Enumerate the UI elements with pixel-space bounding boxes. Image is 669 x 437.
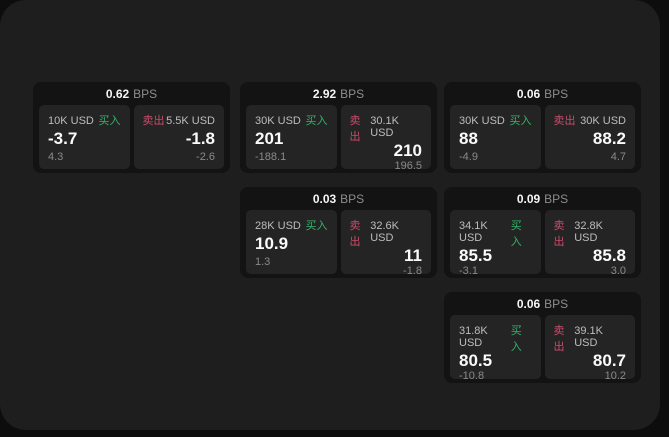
bps-value: 0.03 (312, 191, 337, 206)
quote-card: 0.62 BPS 10K USD 买入 -3.7 4.3 卖出 5.5K USD… (33, 82, 230, 173)
sell-amount: 30K USD (580, 115, 626, 127)
buy-delta: -3.1 (459, 265, 478, 277)
buy-price: -3.7 (48, 128, 78, 148)
card-header: 0.06 BPS (450, 292, 635, 315)
card-header: 0.06 BPS (450, 82, 635, 105)
buy-quote-button[interactable]: 34.1K USD 买入 85.5 -3.1 (450, 210, 541, 277)
sell-side-label: 卖出 (553, 325, 565, 353)
buy-quote-button[interactable]: 30K USD 买入 201 -188.1 (246, 105, 337, 169)
buy-delta: 4.3 (48, 151, 64, 163)
buy-quote-button[interactable]: 30K USD 买入 88 -4.9 (450, 105, 541, 169)
sell-side-label: 卖出 (349, 220, 361, 248)
buy-price: 201 (255, 128, 284, 148)
quote-card: 0.09 BPS 34.1K USD 买入 85.5 -3.1 卖出 32.8K… (444, 187, 641, 278)
bps-value: 0.62 (105, 86, 130, 101)
buy-side-label: 买入 (98, 115, 121, 127)
buy-price: 80.5 (459, 351, 493, 370)
bps-unit-label: BPS (544, 296, 569, 311)
buy-quote-button[interactable]: 28K USD 买入 10.9 1.3 (246, 210, 337, 274)
sell-delta: 10.2 (604, 370, 626, 382)
buy-delta: -188.1 (255, 151, 287, 163)
buy-side-label: 买入 (305, 115, 328, 127)
buy-quote-button[interactable]: 10K USD 买入 -3.7 4.3 (39, 105, 130, 169)
quote-card: 0.06 BPS 30K USD 买入 88 -4.9 卖出 30K USD 8… (444, 82, 641, 173)
sell-price: 11 (404, 246, 422, 265)
quote-card: 0.06 BPS 31.8K USD 买入 80.5 -10.8 卖出 39.1… (444, 292, 641, 383)
bps-unit-label: BPS (133, 86, 158, 101)
bps-unit-label: BPS (340, 86, 365, 101)
app-window: 0.62 BPS 10K USD 买入 -3.7 4.3 卖出 5.5K USD… (0, 0, 660, 430)
buy-price: 10.9 (255, 233, 289, 253)
card-header: 0.09 BPS (450, 187, 635, 210)
sell-price: 85.8 (592, 246, 626, 265)
sell-delta: -1.8 (403, 265, 422, 277)
buy-side-label: 买入 (510, 325, 522, 353)
buy-quote-button[interactable]: 31.8K USD 买入 80.5 -10.8 (450, 315, 541, 382)
buy-side-label: 买入 (510, 220, 522, 248)
sell-price: 210 (393, 141, 422, 160)
sell-quote-button[interactable]: 卖出 30K USD 88.2 4.7 (544, 105, 635, 169)
sell-quote-button[interactable]: 卖出 32.6K USD 11 -1.8 (340, 210, 431, 277)
sell-amount: 32.6K USD (370, 220, 399, 244)
sell-price: 80.7 (592, 351, 626, 370)
bps-value: 0.06 (516, 296, 541, 311)
sell-quote-button[interactable]: 卖出 32.8K USD 85.8 3.0 (544, 210, 635, 277)
sell-amount: 32.8K USD (574, 220, 603, 244)
sell-quote-button[interactable]: 卖出 39.1K USD 80.7 10.2 (544, 315, 635, 382)
sell-price: 88.2 (592, 128, 626, 148)
sell-quote-button[interactable]: 卖出 5.5K USD -1.8 -2.6 (133, 105, 224, 169)
bps-value: 0.06 (516, 86, 541, 101)
bps-value: 0.09 (516, 191, 541, 206)
buy-delta: -4.9 (459, 151, 478, 163)
quote-card: 0.03 BPS 28K USD 买入 10.9 1.3 卖出 32.6K US… (240, 187, 437, 278)
buy-amount: 31.8K USD (459, 325, 488, 349)
bps-unit-label: BPS (544, 191, 569, 206)
sell-delta: 3.0 (610, 265, 626, 277)
buy-amount: 28K USD (255, 220, 301, 232)
buy-side-label: 买入 (305, 220, 328, 232)
buy-side-label: 买入 (509, 115, 532, 127)
sell-side-label: 卖出 (349, 115, 361, 143)
card-header: 0.62 BPS (39, 82, 224, 105)
buy-amount: 34.1K USD (459, 220, 488, 244)
buy-price: 85.5 (459, 246, 493, 265)
sell-side-label: 卖出 (553, 115, 576, 127)
sell-amount: 39.1K USD (574, 325, 603, 349)
sell-amount: 5.5K USD (166, 115, 215, 127)
buy-amount: 30K USD (459, 115, 505, 127)
sell-price: -1.8 (185, 128, 215, 148)
sell-delta: -2.6 (196, 151, 215, 163)
sell-side-label: 卖出 (142, 115, 165, 127)
sell-amount: 30.1K USD (370, 115, 399, 139)
buy-amount: 30K USD (255, 115, 301, 127)
buy-delta: -10.8 (459, 370, 485, 382)
card-header: 2.92 BPS (246, 82, 431, 105)
sell-side-label: 卖出 (553, 220, 565, 248)
card-header: 0.03 BPS (246, 187, 431, 210)
sell-delta: 196.5 (394, 160, 422, 172)
bps-unit-label: BPS (544, 86, 569, 101)
quote-card: 2.92 BPS 30K USD 买入 201 -188.1 卖出 30.1K … (240, 82, 437, 173)
sell-quote-button[interactable]: 卖出 30.1K USD 210 196.5 (340, 105, 431, 172)
buy-amount: 10K USD (48, 115, 94, 127)
bps-value: 2.92 (312, 86, 337, 101)
bps-unit-label: BPS (340, 191, 365, 206)
buy-price: 88 (459, 128, 478, 148)
sell-delta: 4.7 (610, 151, 626, 163)
buy-delta: 1.3 (255, 256, 271, 268)
